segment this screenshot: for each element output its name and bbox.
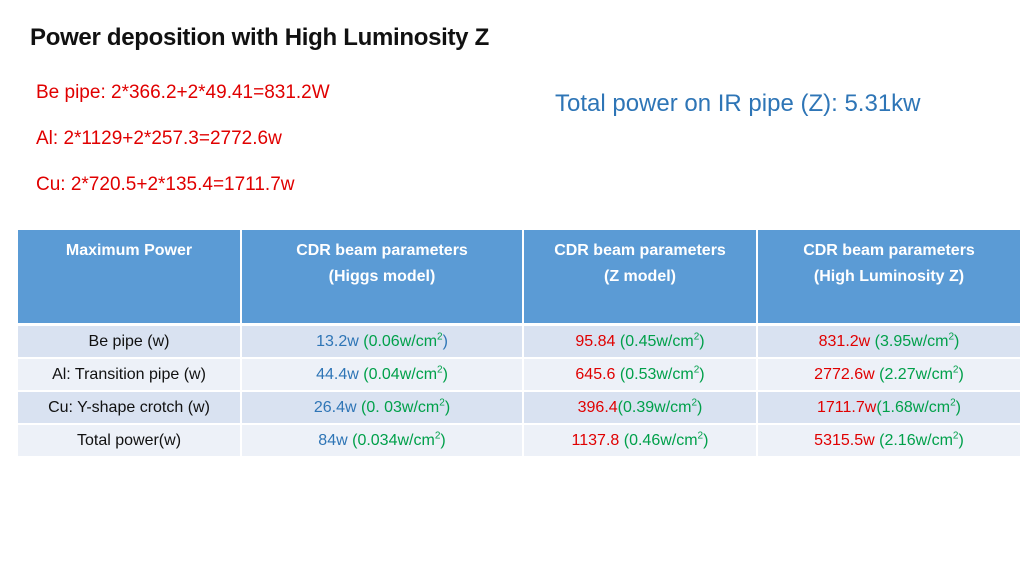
header-line2: (Z model) <box>604 268 676 285</box>
power-value: 1137.8 <box>571 431 620 449</box>
row-label: Total power(w) <box>18 425 242 458</box>
density-value: (0.39w/cm2) <box>617 397 703 416</box>
header-line1: CDR beam parameters <box>803 242 975 259</box>
density-value: (0. 03w/cm2) <box>361 397 451 416</box>
cell-higgs: 13.2w (0.06w/cm2) <box>242 326 524 359</box>
table-row: Be pipe (w) 13.2w (0.06w/cm2) 95.84 (0.4… <box>18 326 1020 359</box>
page-title: Power deposition with High Luminosity Z <box>30 24 489 51</box>
power-value: 396.4 <box>577 398 618 416</box>
header-z: CDR beam parameters (Z model) <box>524 230 758 326</box>
header-higgs: CDR beam parameters (Higgs model) <box>242 230 524 326</box>
power-table: Maximum Power CDR beam parameters (Higgs… <box>18 230 1020 458</box>
cell-high-lumi-z: 5315.5w (2.16w/cm2) <box>758 425 1020 458</box>
cell-higgs: 84w (0.034w/cm2) <box>242 425 524 458</box>
header-line1: CDR beam parameters <box>296 242 468 259</box>
header-line2: (High Luminosity Z) <box>813 268 965 285</box>
table-row: Al: Transition pipe (w) 44.4w (0.04w/cm2… <box>18 359 1020 392</box>
header-line1: CDR beam parameters <box>554 242 726 259</box>
row-label: Cu: Y-shape crotch (w) <box>18 392 242 425</box>
density-value: (0.034w/cm2) <box>352 430 446 449</box>
table-row: Cu: Y-shape crotch (w) 26.4w (0. 03w/cm2… <box>18 392 1020 425</box>
power-value: 44.4w <box>316 365 359 383</box>
power-value: 84w <box>318 431 348 449</box>
cell-higgs: 26.4w (0. 03w/cm2) <box>242 392 524 425</box>
density-value: (2.27w/cm2) <box>879 364 964 383</box>
calc-be-pipe: Be pipe: 2*366.2+2*49.41=831.2W <box>36 82 330 103</box>
cell-high-lumi-z: 2772.6w (2.27w/cm2) <box>758 359 1020 392</box>
density-value: (1.68w/cm2) <box>876 397 961 416</box>
header-line2: (Higgs model) <box>328 268 436 285</box>
calc-al: Al: 2*1129+2*257.3=2772.6w <box>36 128 282 149</box>
calc-cu: Cu: 2*720.5+2*135.4=1711.7w <box>36 174 295 195</box>
density-value: (0.53w/cm2) <box>619 364 705 383</box>
header-maximum-power: Maximum Power <box>18 230 242 326</box>
cell-z: 1137.8 (0.46w/cm2) <box>524 425 758 458</box>
cell-high-lumi-z: 831.2w (3.95w/cm2) <box>758 326 1020 359</box>
table-row: Total power(w) 84w (0.034w/cm2) 1137.8 (… <box>18 425 1020 458</box>
cell-z: 95.84 (0.45w/cm2) <box>524 326 758 359</box>
cell-z: 645.6 (0.53w/cm2) <box>524 359 758 392</box>
total-power-note: Total power on IR pipe (Z): 5.31kw <box>555 90 921 117</box>
table-header-row: Maximum Power CDR beam parameters (Higgs… <box>18 230 1020 326</box>
row-label: Al: Transition pipe (w) <box>18 359 242 392</box>
cell-z: 396.4(0.39w/cm2) <box>524 392 758 425</box>
power-value: 26.4w <box>313 398 357 416</box>
cell-high-lumi-z: 1711.7w(1.68w/cm2) <box>758 392 1020 425</box>
density-value: (2.16w/cm2) <box>879 430 964 449</box>
power-value: 13.2w <box>316 332 359 350</box>
power-value: 645.6 <box>575 365 616 383</box>
power-value: 2772.6w <box>814 365 875 383</box>
power-value: 95.84 <box>575 332 616 350</box>
power-value: 831.2w <box>818 332 871 350</box>
density-value: (0.04w/cm2) <box>363 364 448 383</box>
power-value: 1711.7w <box>817 398 877 416</box>
density-value: (0.06w/cm2 <box>363 331 443 350</box>
cell-higgs: 44.4w (0.04w/cm2) <box>242 359 524 392</box>
header-line1: Maximum Power <box>65 242 193 259</box>
density-value: (0.46w/cm2) <box>623 430 709 449</box>
row-label: Be pipe (w) <box>18 326 242 359</box>
density-value: (3.95w/cm2) <box>874 331 960 350</box>
header-high-lumi-z: CDR beam parameters (High Luminosity Z) <box>758 230 1020 326</box>
density-value: (0.45w/cm2) <box>619 331 705 350</box>
power-value: 5315.5w <box>814 431 875 449</box>
